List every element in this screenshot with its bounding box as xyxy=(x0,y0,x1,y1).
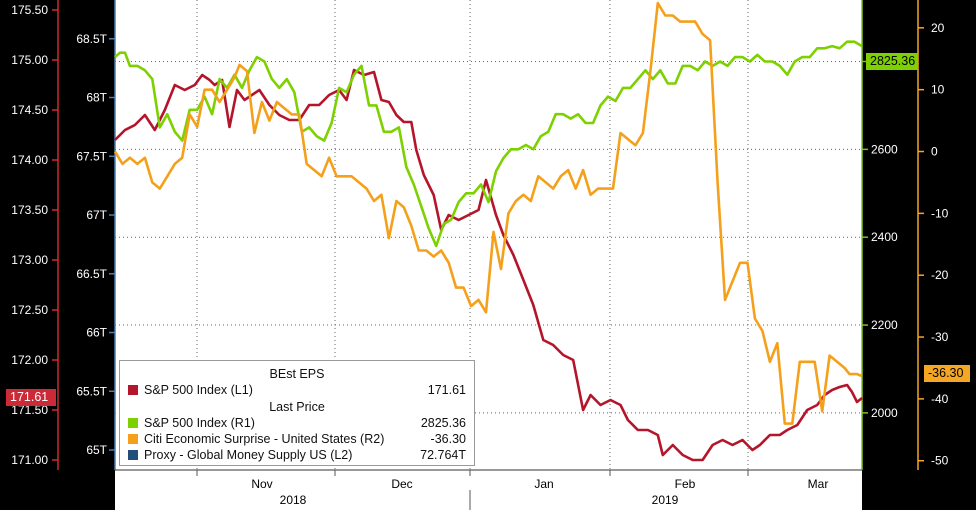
x-axis: Nov Dec Jan Feb Mar 2018 2019 xyxy=(115,469,862,510)
legend-swatch-citi xyxy=(128,434,138,444)
tick-label-right-outer: -50 xyxy=(931,454,949,468)
price-tag-sp500: 2825.36 xyxy=(866,53,918,70)
x-tick-label-month: Feb xyxy=(675,477,696,491)
legend-swatch-money-supply xyxy=(128,450,138,460)
tick-label-left-inner: 68T xyxy=(86,91,107,105)
tick-label-right-inner: 2200 xyxy=(871,318,898,332)
tick-label-right-outer: 0 xyxy=(931,145,938,159)
tick-label-right-outer: -20 xyxy=(931,268,949,282)
tick-label-right-outer: 10 xyxy=(931,83,945,97)
tick-label-left-inner: 65.5T xyxy=(76,384,107,398)
x-tick-label-month: Mar xyxy=(808,477,829,491)
legend-row: S&P 500 Index (R1) 2825.36 xyxy=(128,416,466,431)
x-tick-label-year: 2019 xyxy=(652,493,679,507)
tick-label-left-outer: 171.00 xyxy=(11,453,48,467)
legend-swatch-sp500-price xyxy=(128,418,138,428)
legend-label: Citi Economic Surprise - United States (… xyxy=(144,432,385,446)
x-tick-label-month: Nov xyxy=(251,477,272,491)
tick-label-left-outer: 173.00 xyxy=(11,253,48,267)
tick-label-left-inner: 65T xyxy=(86,443,107,457)
tick-label-left-inner: 67.5T xyxy=(76,149,107,163)
tick-label-right-outer: -40 xyxy=(931,392,949,406)
tick-label-right-inner: 2400 xyxy=(871,230,898,244)
tick-label-left-outer: 175.50 xyxy=(11,3,48,17)
legend-header-eps: BEst EPS xyxy=(269,367,325,381)
x-tick-label-year: 2018 xyxy=(280,493,307,507)
legend-row: Citi Economic Surprise - United States (… xyxy=(128,432,466,447)
tick-label-left-outer: 175.00 xyxy=(11,53,48,67)
tick-label-right-inner: 2600 xyxy=(871,142,898,156)
x-tick-label-month: Dec xyxy=(391,477,412,491)
tick-label-left-inner: 67T xyxy=(86,208,107,222)
tick-label-right-inner: 2000 xyxy=(871,406,898,420)
tick-label-left-outer: 174.00 xyxy=(11,153,48,167)
tick-label-right-outer: -30 xyxy=(931,330,949,344)
tick-label-left-inner: 68.5T xyxy=(76,32,107,46)
tick-label-left-outer: 172.50 xyxy=(11,303,48,317)
series-line-0 xyxy=(114,68,863,462)
price-tag-eps: 171.61 xyxy=(6,389,56,406)
legend-value: 72.764T xyxy=(420,448,466,462)
legend-label: S&P 500 Index (R1) xyxy=(144,416,255,430)
legend-value: -36.30 xyxy=(430,432,466,446)
legend-row: S&P 500 Index (L1) 171.61 xyxy=(128,383,466,398)
tick-label-left-outer: 173.50 xyxy=(11,203,48,217)
legend-label: S&P 500 Index (L1) xyxy=(144,383,253,397)
legend-value: 2825.36 xyxy=(420,416,466,430)
legend-value: 171.61 xyxy=(427,383,466,397)
tick-label-right-outer: 20 xyxy=(931,21,945,35)
legend-header-price: Last Price xyxy=(269,400,325,414)
legend-row: Proxy - Global Money Supply US (L2) 72.7… xyxy=(128,448,466,463)
legend-label: Proxy - Global Money Supply US (L2) xyxy=(144,448,353,462)
tick-label-left-outer: 171.50 xyxy=(11,403,48,417)
tick-label-right-outer: -10 xyxy=(931,206,949,220)
x-axis-band xyxy=(115,470,862,510)
tick-label-left-outer: 172.00 xyxy=(11,353,48,367)
x-tick-label-month: Jan xyxy=(534,477,553,491)
tick-label-left-inner: 66.5T xyxy=(76,267,107,281)
legend-swatch-sp500-eps xyxy=(128,385,138,395)
legend: BEst EPS S&P 500 Index (L1) 171.61 Last … xyxy=(119,360,475,466)
price-tag-citi: -36.30 xyxy=(924,365,970,382)
tick-label-left-inner: 66T xyxy=(86,326,107,340)
tick-label-left-outer: 174.50 xyxy=(11,103,48,117)
series-lines xyxy=(113,1,863,462)
series-line-2 xyxy=(113,1,863,425)
axes: 175.50 175.00 174.50 174.00 173.50 173.00 172.… xyxy=(11,0,949,470)
